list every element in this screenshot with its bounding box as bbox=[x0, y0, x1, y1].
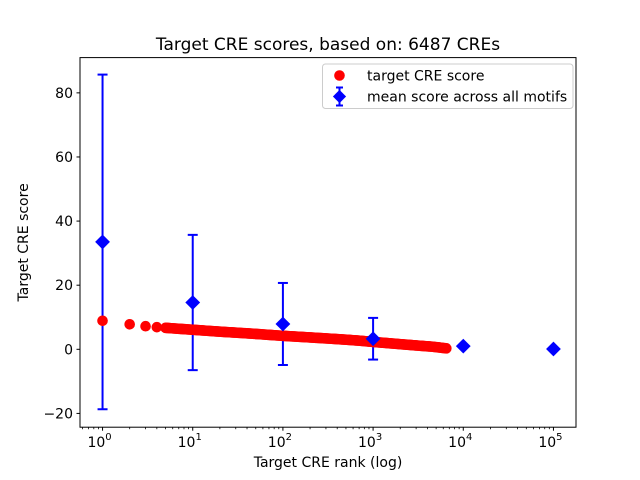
y-axis-label: Target CRE score bbox=[16, 183, 32, 302]
target-score-dot bbox=[97, 315, 108, 327]
y-tick-label: 80 bbox=[55, 86, 73, 102]
legend: target CRE score mean score across all mo… bbox=[322, 63, 574, 109]
y-tick-label: 40 bbox=[55, 214, 73, 230]
axes-layer: −20 0 20 40 60 80 100 101 102 103 104 105 bbox=[43, 57, 577, 451]
mean-score-diamond bbox=[95, 234, 110, 250]
mean-score-diamonds-layer bbox=[95, 234, 561, 357]
mean-score-diamond bbox=[275, 316, 291, 332]
target-score-dot bbox=[124, 319, 135, 330]
legend-entry-label: mean score across all motifs bbox=[367, 90, 567, 106]
y-tick-label: 20 bbox=[55, 278, 73, 294]
y-tick-label: −20 bbox=[43, 406, 73, 422]
errorbar-layer bbox=[97, 73, 379, 411]
target-score-dot bbox=[140, 320, 151, 332]
chart-title: Target CRE scores, based on: 6487 CREs bbox=[155, 35, 500, 55]
x-axis-label: Target CRE rank (log) bbox=[253, 455, 403, 471]
x-tick-label: 100 bbox=[87, 432, 111, 451]
legend-box bbox=[322, 63, 574, 109]
target-score-dot bbox=[151, 321, 163, 333]
mean-score-diamond bbox=[546, 341, 561, 357]
plot-frame bbox=[79, 57, 577, 428]
legend-entry-label: target CRE score bbox=[367, 69, 484, 85]
legend-circle-marker bbox=[334, 70, 345, 81]
x-tick-label: 101 bbox=[178, 432, 202, 451]
mean-score-diamond bbox=[455, 338, 471, 354]
y-tick-label: 0 bbox=[64, 342, 73, 358]
y-tick-label: 60 bbox=[55, 150, 73, 166]
target-score-dot bbox=[441, 343, 452, 354]
mean-score-diamond bbox=[185, 295, 201, 310]
x-tick-label: 103 bbox=[358, 432, 382, 451]
x-tick-label: 102 bbox=[268, 432, 292, 451]
mean-score-diamond bbox=[365, 331, 381, 347]
legend-diamond-marker bbox=[332, 89, 347, 104]
x-tick-label: 105 bbox=[538, 432, 562, 451]
target-score-dots-layer bbox=[97, 315, 452, 354]
x-tick-label: 104 bbox=[448, 432, 472, 451]
